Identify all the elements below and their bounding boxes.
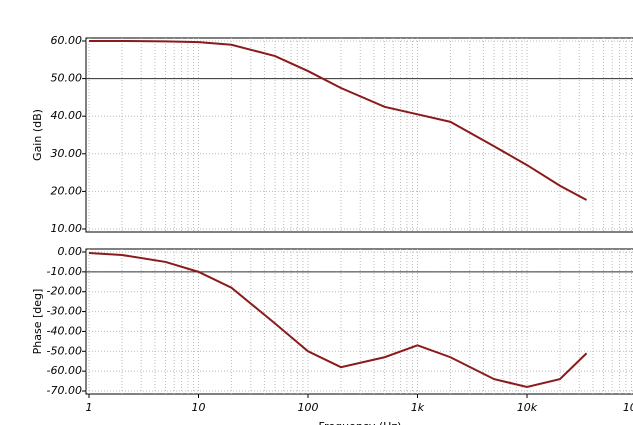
y-axis-title: Gain (dB) <box>31 109 44 161</box>
y-tick-label: -30.00 <box>47 305 82 318</box>
plot-frame <box>85 37 633 233</box>
y-tick-label: -40.00 <box>47 324 82 337</box>
y-tick-label: -10.00 <box>47 265 82 278</box>
y-axis-title: Phase [deg] <box>31 289 44 355</box>
x-tick-label: 1 <box>86 401 93 414</box>
x-tick-label: 100 <box>298 401 319 414</box>
y-tick-label: 20.00 <box>51 184 83 197</box>
x-axis-title: Frequency (Hz) <box>319 420 402 425</box>
x-tick-label: 10 <box>192 401 206 414</box>
line-series <box>88 251 588 389</box>
x-tick-label: 100k <box>623 401 633 414</box>
y-tick-label: -60.00 <box>47 364 82 377</box>
y-tick-label: -20.00 <box>47 285 82 298</box>
x-tick-label: 10k <box>517 401 538 414</box>
y-tick-label: 10.00 <box>51 222 83 235</box>
y-tick-label: 30.00 <box>51 147 83 160</box>
y-tick-label: 50.00 <box>51 72 83 85</box>
y-tick-label: -70.00 <box>47 384 82 397</box>
y-tick-label: -50.00 <box>47 344 82 357</box>
plot-frame <box>85 248 633 395</box>
line-series <box>89 40 588 201</box>
y-tick-label: 60.00 <box>51 34 83 47</box>
x-tick-label: 1k <box>411 401 425 414</box>
y-tick-label: 0.00 <box>58 245 83 258</box>
y-tick-label: 40.00 <box>51 109 83 122</box>
